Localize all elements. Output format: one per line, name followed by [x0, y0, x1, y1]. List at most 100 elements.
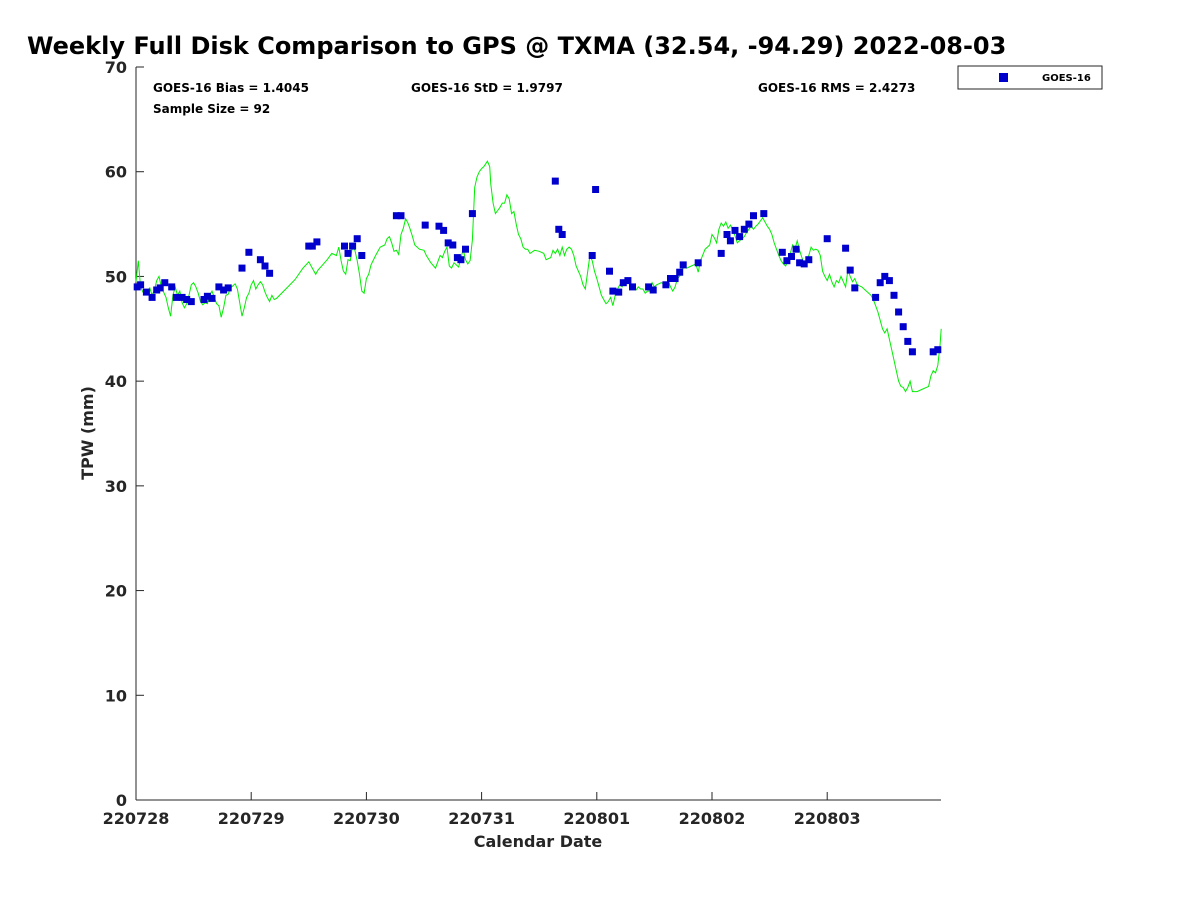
- x-tick-label: 220801: [563, 809, 630, 828]
- goes16-point: [676, 268, 684, 276]
- goes16-point: [266, 269, 274, 277]
- y-tick-label: 20: [105, 582, 127, 601]
- goes16-point: [731, 226, 739, 234]
- goes16-point: [421, 221, 429, 229]
- goes16-point: [261, 262, 269, 270]
- goes16-point: [148, 293, 156, 301]
- goes16-point: [662, 281, 670, 289]
- goes16-point: [588, 252, 596, 259]
- goes16-point: [349, 242, 357, 250]
- goes16-point: [172, 293, 180, 301]
- y-tick-label: 30: [105, 477, 127, 496]
- x-tick-label: 220731: [448, 809, 515, 828]
- goes16-point: [238, 264, 246, 272]
- goes16-point: [208, 294, 216, 302]
- y-tick-label: 10: [105, 686, 127, 705]
- sample-size-stat: Sample Size = 92: [153, 102, 270, 116]
- goes16-point: [168, 283, 176, 291]
- goes16-point: [468, 210, 476, 218]
- y-axis-label: TPW (mm): [78, 386, 97, 480]
- goes16-point: [890, 291, 898, 299]
- goes16-point: [842, 244, 850, 252]
- goes16-point: [760, 210, 768, 218]
- goes16-point: [778, 248, 786, 256]
- goes16-point: [619, 279, 627, 287]
- x-tick-label: 220729: [218, 809, 285, 828]
- x-ticks: 220728 220729 220730 220731 220801 220802 2208…: [103, 792, 861, 828]
- goes16-point: [183, 296, 191, 303]
- goes16-point: [645, 283, 653, 291]
- goes16-point: [457, 256, 465, 264]
- gps-tpw-line: [135, 160, 942, 393]
- chart-title: Weekly Full Disk Comparison to GPS @ TXM…: [27, 32, 1006, 60]
- goes16-point: [392, 212, 400, 220]
- x-axis-label: Calendar Date: [474, 832, 603, 851]
- goes16-point: [667, 275, 674, 282]
- goes16-point: [224, 284, 232, 292]
- plot-area: 220728 220729 220730 220731 220801 220802 2208…: [103, 58, 942, 828]
- y-tick-label: 0: [116, 791, 127, 810]
- goes16-point: [178, 293, 186, 301]
- goes16-point: [823, 235, 831, 243]
- goes16-point: [624, 277, 632, 285]
- x-tick-label: 220803: [794, 809, 861, 828]
- goes16-point: [846, 266, 854, 274]
- x-tick-label: 220730: [333, 809, 400, 828]
- goes16-point: [245, 248, 253, 256]
- goes16-point-series: [133, 177, 942, 356]
- y-ticks: 0 10 20 30 40 50 60 70: [105, 58, 144, 810]
- goes16-point: [462, 245, 469, 253]
- goes16-point: [161, 279, 169, 287]
- goes16-point: [723, 231, 731, 238]
- goes16-point: [694, 259, 702, 267]
- goes16-point: [558, 231, 566, 238]
- goes16-point: [649, 286, 657, 294]
- goes16-point: [313, 238, 321, 246]
- goes16-point: [783, 257, 791, 265]
- goes16-point: [256, 256, 264, 264]
- goes16-point: [679, 261, 687, 269]
- y-tick-label: 70: [105, 58, 127, 77]
- goes16-point: [440, 226, 448, 234]
- goes16-point: [435, 222, 443, 230]
- goes16-point: [220, 286, 228, 294]
- goes16-point: [215, 283, 223, 291]
- goes16-point: [671, 275, 679, 282]
- goes16-point: [736, 233, 744, 241]
- goes16-point: [876, 279, 884, 287]
- rms-stat: GOES-16 RMS = 2.4273: [758, 81, 915, 95]
- goes16-point: [341, 242, 348, 250]
- goes16-point: [344, 249, 352, 257]
- y-tick-label: 60: [105, 163, 127, 182]
- std-stat: GOES-16 StD = 1.9797: [411, 81, 563, 95]
- goes16-point: [796, 259, 804, 267]
- goes16-point: [606, 267, 613, 275]
- goes16-point: [788, 253, 795, 260]
- goes16-point: [792, 245, 800, 253]
- goes16-point: [726, 237, 734, 245]
- goes16-point: [908, 348, 916, 356]
- plot-background: [136, 67, 941, 800]
- goes16-point: [872, 293, 880, 301]
- goes16-point: [881, 272, 889, 280]
- legend: GOES-16: [957, 65, 1103, 90]
- goes16-point: [851, 284, 859, 292]
- goes16-point: [592, 186, 600, 193]
- goes16-point: [740, 225, 748, 233]
- y-tick-label: 40: [105, 372, 127, 391]
- goes16-point: [137, 281, 145, 289]
- goes16-point: [609, 287, 617, 295]
- goes16-point: [142, 288, 150, 296]
- goes16-point: [358, 252, 366, 259]
- goes16-point: [929, 348, 937, 356]
- x-tick-label: 220728: [103, 809, 170, 828]
- goes16-point: [397, 212, 405, 220]
- goes16-point: [745, 220, 753, 228]
- goes16-point: [629, 283, 636, 291]
- goes16-point: [353, 235, 361, 243]
- y-tick-label: 50: [105, 267, 127, 286]
- goes16-point: [899, 323, 907, 331]
- goes16-point: [904, 337, 912, 345]
- goes16-point: [187, 298, 195, 306]
- goes16-point: [203, 292, 211, 300]
